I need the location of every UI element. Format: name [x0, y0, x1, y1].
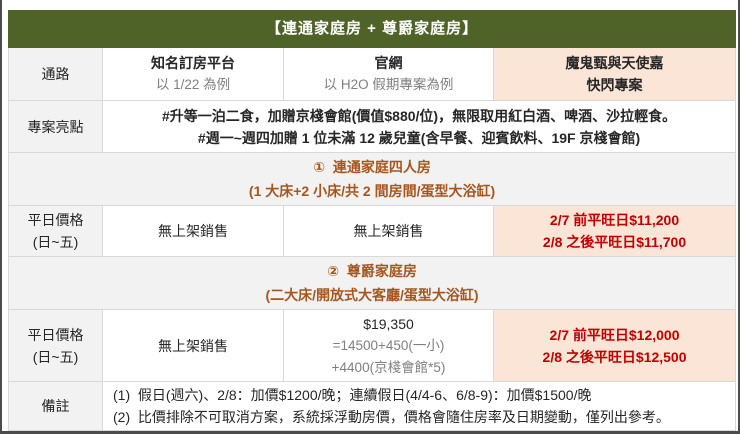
price1-label-line1: 平日價格 — [27, 212, 84, 228]
channel-official-name: 官網 — [374, 55, 403, 71]
table-title: 【連通家庭房 + 尊爵家庭房】 — [7, 10, 737, 48]
channel-platform-note: 以 1/22 為例 — [155, 77, 231, 92]
section1-subtitle: (1 大床+2 小床/共 2 間房間/蛋型大浴缸) — [248, 183, 496, 199]
notes-row: 備註 (1) 假日(週六)、2/8：加價$1200/晚；連續假日(4/4-6、6… — [8, 381, 737, 431]
price2-flash-cell: 2/7 前平旺日$12,000 2/8 之後平旺日$12,500 — [492, 309, 737, 382]
channel-flash-cell: 魔鬼甄與天使嘉 快閃專案 — [492, 47, 737, 101]
section1-title: ① 連通家庭四人房 — [313, 159, 431, 175]
price2-official-calc1: =14500+450(一小) — [332, 337, 445, 353]
notes-row-label: 備註 — [8, 381, 103, 431]
price2-row: 平日價格 (日~五) 無上架銷售 $19,350 =14500+450(一小) … — [8, 309, 737, 382]
room-price-comparison-table: 【連通家庭房 + 尊爵家庭房】 通路 知名訂房平台 以 1/22 為例 官網 以… — [7, 10, 737, 431]
section2-header-cell: ② 尊爵家庭房 (二大床/開放式大客廳/蛋型大浴缸) — [7, 256, 737, 310]
price1-row: 平日價格 (日~五) 無上架銷售 無上架銷售 2/7 前平旺日$11,200 2… — [8, 205, 737, 257]
price2-platform-cell: 無上架銷售 — [102, 309, 284, 382]
title-row: 【連通家庭房 + 尊爵家庭房】 — [7, 10, 737, 48]
channel-platform-cell: 知名訂房平台 以 1/22 為例 — [102, 47, 284, 101]
price2-label-line1: 平日價格 — [27, 326, 84, 343]
section1-header-row: ① 連通家庭四人房 (1 大床+2 小床/共 2 間房間/蛋型大浴缸) — [7, 152, 737, 206]
highlights-line1: #升等一泊二食，加贈京棧會館(價值$880/位)，無限取用紅白酒、啤酒、沙拉輕食… — [161, 107, 677, 124]
note-2: (2) 比價排除不可取消方案，系統採浮動房價，價格會隨住房率及日期變動，僅列出參… — [113, 409, 670, 425]
price1-row-label: 平日價格 (日~五) — [8, 205, 103, 257]
note-1: (1) 假日(週六)、2/8：加價$1200/晚；連續假日(4/4-6、6/8-… — [113, 387, 592, 403]
section2-title: ② 尊爵家庭房 — [327, 263, 417, 279]
channel-flash-line1: 魔鬼甄與天使嘉 — [565, 55, 664, 71]
highlights-line2: #週一~週四加贈 1 位未滿 12 歲兒童(含早餐、迎賓飲料、19F 京棧會館) — [197, 129, 641, 146]
price1-flash-line2: 2/8 之後平旺日$11,700 — [542, 234, 687, 250]
channel-platform-name: 知名訂房平台 — [151, 55, 235, 71]
highlights-row: 專案亮點 #升等一泊二食，加贈京棧會館(價值$880/位)，無限取用紅白酒、啤酒… — [8, 100, 737, 153]
price1-official-cell: 無上架銷售 — [283, 205, 494, 257]
section2-subtitle: (二大床/開放式大客廳/蛋型大浴缸) — [265, 287, 479, 303]
section2-header-row: ② 尊爵家庭房 (二大床/開放式大客廳/蛋型大浴缸) — [7, 256, 737, 310]
price2-label-line2: (日~五) — [32, 348, 79, 365]
price2-row-label: 平日價格 (日~五) — [8, 309, 103, 382]
price1-flash-line1: 2/7 前平旺日$11,200 — [549, 212, 680, 228]
price1-platform-cell: 無上架銷售 — [102, 205, 284, 257]
highlights-content-cell: #升等一泊二食，加贈京棧會館(價值$880/位)，無限取用紅白酒、啤酒、沙拉輕食… — [101, 100, 737, 153]
channel-official-cell: 官網 以 H2O 假期專案為例 — [283, 47, 494, 101]
section1-header-cell: ① 連通家庭四人房 (1 大床+2 小床/共 2 間房間/蛋型大浴缸) — [7, 152, 737, 206]
notes-content-cell: (1) 假日(週六)、2/8：加價$1200/晚；連續假日(4/4-6、6/8-… — [101, 381, 737, 431]
highlights-row-label: 專案亮點 — [8, 100, 103, 153]
channel-row: 通路 知名訂房平台 以 1/22 為例 官網 以 H2O 假期專案為例 魔鬼甄與… — [8, 47, 737, 101]
price1-label-line2: (日~五) — [32, 234, 79, 250]
channel-official-note: 以 H2O 假期專案為例 — [323, 77, 454, 92]
price2-flash-line2: 2/8 之後平旺日$12,500 — [542, 348, 687, 365]
price1-flash-cell: 2/7 前平旺日$11,200 2/8 之後平旺日$11,700 — [492, 205, 737, 257]
price2-official-calc2: +4400(京棧會館*5) — [331, 359, 446, 375]
channel-row-label: 通路 — [8, 47, 103, 101]
price2-official-cell: $19,350 =14500+450(一小) +4400(京棧會館*5) — [283, 309, 494, 382]
price2-official-price: $19,350 — [363, 315, 414, 332]
channel-flash-line2: 快閃專案 — [586, 77, 643, 93]
price2-flash-line1: 2/7 前平旺日$12,000 — [549, 326, 680, 343]
